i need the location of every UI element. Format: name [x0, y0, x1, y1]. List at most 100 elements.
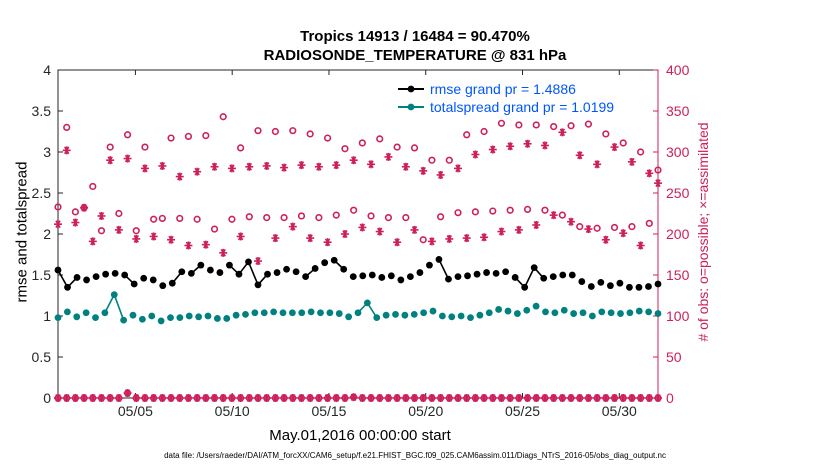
totalspread-point [448, 313, 456, 321]
rmse-point [616, 279, 624, 287]
totalspread-point [495, 306, 503, 313]
x-tick-label: 05/30 [602, 403, 637, 419]
totalspread-point [157, 317, 165, 325]
count-assimilated-point [349, 156, 358, 165]
count-possible-point [437, 213, 445, 221]
rmse-point [321, 259, 329, 267]
count-assimilated-point [410, 394, 419, 402]
rmse-point [445, 275, 452, 283]
count-possible-point [184, 132, 193, 141]
count-assimilated-point [584, 394, 593, 402]
rmse-point [454, 273, 462, 281]
count-assimilated-point [427, 394, 436, 402]
count-assimilated-point [601, 235, 610, 244]
count-assimilated-point [80, 394, 89, 402]
rmse-point [349, 273, 357, 281]
totalspread-point [307, 308, 315, 316]
totalspread-point [542, 308, 549, 316]
rmse-point [254, 281, 262, 289]
count-assimilated-point [427, 237, 436, 246]
totalspread-point [63, 308, 71, 316]
y-tick-label-right: 300 [666, 144, 690, 160]
count-assimilated-point [271, 234, 280, 243]
count-assimilated-point [506, 142, 515, 151]
count-possible-point [306, 130, 314, 138]
count-assimilated-point [540, 141, 549, 150]
totalspread-point [270, 308, 278, 316]
count-assimilated-point [254, 257, 262, 266]
count-possible-point [132, 227, 140, 235]
rmse-point [483, 269, 490, 276]
totalspread-point [410, 310, 418, 318]
rmse-line-segment [438, 259, 450, 280]
count-possible-point [254, 127, 262, 135]
count-assimilated-point [558, 394, 567, 402]
count-assimilated-point [549, 211, 558, 220]
count-possible-point [315, 214, 323, 222]
rmse-point [340, 265, 348, 273]
totalspread-point [354, 309, 362, 317]
count-assimilated-point [140, 164, 149, 173]
rmse-point [292, 268, 300, 276]
count-possible-point [97, 227, 106, 235]
x-tick-label: 05/10 [215, 403, 250, 419]
count-assimilated-point [645, 169, 654, 178]
rmse-point [530, 264, 538, 272]
count-assimilated-point [245, 162, 254, 171]
count-possible-point [115, 209, 123, 218]
rmse-point [387, 272, 395, 280]
rmse-point [273, 269, 281, 276]
y-tick-label-right: 50 [666, 349, 682, 365]
count-possible-point [419, 236, 427, 244]
rmse-point [235, 270, 243, 278]
rmse-point [168, 279, 176, 287]
count-assimilated-point [532, 394, 541, 402]
count-assimilated-point [71, 218, 80, 227]
count-assimilated-point [97, 211, 106, 220]
data-file-footer: data file: /Users/raeder/DAI/ATM_forcXX/… [164, 451, 666, 460]
count-assimilated-point [175, 172, 184, 181]
count-possible-point [515, 121, 523, 129]
count-possible-point [358, 139, 366, 147]
count-assimilated-point [445, 394, 454, 402]
count-assimilated-point [306, 394, 315, 402]
count-assimilated-point [167, 394, 176, 402]
x-tick-label: 05/15 [311, 403, 346, 419]
count-possible-point [410, 144, 419, 152]
count-possible-point [637, 148, 645, 156]
rmse-point [359, 272, 367, 280]
rmse-point [159, 282, 167, 290]
totalspread-point [373, 314, 381, 322]
count-assimilated-point [454, 394, 462, 402]
count-assimilated-point [97, 394, 106, 402]
count-assimilated-point [54, 220, 62, 229]
count-assimilated-point [375, 227, 384, 236]
totalspread-point [176, 314, 184, 322]
totalspread-point [598, 308, 606, 316]
rmse-point [606, 282, 614, 290]
rmse-point [406, 273, 414, 281]
count-possible-point [480, 127, 488, 136]
count-assimilated-point [201, 240, 210, 249]
count-assimilated-point [645, 394, 654, 402]
count-assimilated-point [480, 233, 489, 242]
count-assimilated-point [654, 394, 662, 402]
count-assimilated-point [506, 394, 515, 402]
count-assimilated-point [132, 394, 141, 402]
count-assimilated-point [393, 394, 402, 402]
totalspread-point [242, 310, 249, 318]
totalspread-point [195, 313, 203, 321]
count-possible-point [619, 139, 627, 147]
count-assimilated-point [167, 235, 176, 244]
rmse-point [64, 283, 71, 291]
totalspread-point [429, 307, 437, 315]
x-tick-label: 05/20 [408, 403, 443, 419]
totalspread-point [617, 310, 624, 317]
count-possible-point [271, 127, 279, 136]
rmse-point [416, 269, 424, 276]
count-possible-point [489, 207, 497, 215]
count-assimilated-point [436, 170, 445, 179]
count-assimilated-point [514, 225, 523, 234]
legend-marker [407, 103, 415, 111]
count-possible-point [584, 120, 593, 128]
